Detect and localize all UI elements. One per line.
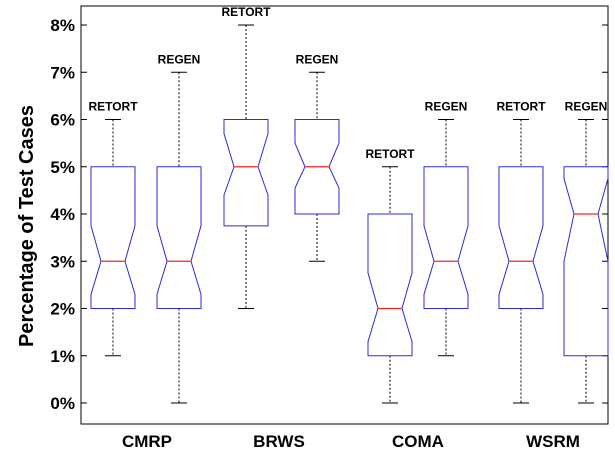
box-label: RETORT — [88, 100, 138, 114]
notched-box — [423, 166, 469, 309]
notched-box — [223, 119, 269, 227]
box-label: RETORT — [496, 100, 546, 114]
box-label: REGEN — [158, 52, 201, 66]
box-label: RETORT — [221, 5, 271, 19]
notched-box — [294, 119, 340, 215]
y-tick-label: 8% — [50, 16, 75, 35]
x-category-label: COMA — [392, 432, 444, 451]
box-label: REGEN — [565, 100, 608, 114]
box-label: RETORT — [365, 147, 415, 161]
y-tick-label: 5% — [50, 158, 75, 177]
y-axis-label: Percentage of Test Cases — [16, 105, 38, 347]
y-tick-label: 1% — [50, 347, 75, 366]
box-label: REGEN — [425, 100, 468, 114]
y-tick-label: 4% — [50, 205, 75, 224]
y-tick-label: 6% — [50, 111, 75, 130]
y-tick-label: 2% — [50, 300, 75, 319]
y-tick-label: 7% — [50, 63, 75, 82]
y-tick-label: 3% — [50, 252, 75, 271]
notched-box — [90, 166, 136, 309]
notched-box — [367, 213, 413, 357]
plot-frame — [80, 5, 609, 425]
box-label: REGEN — [296, 52, 339, 66]
x-category-label: CMRP — [122, 432, 172, 451]
x-category-label: BRWS — [253, 432, 305, 451]
notched-box — [563, 166, 609, 357]
notched-box — [498, 166, 544, 309]
y-tick-label: 0% — [50, 394, 75, 413]
notched-box — [156, 166, 202, 309]
x-category-label: WSRM — [526, 432, 580, 451]
chart-marks: 0% 1% 2% 3% 4% 5% 6% 7% 8% RETORT REGEN RETORT REGEN… — [50, 5, 609, 451]
